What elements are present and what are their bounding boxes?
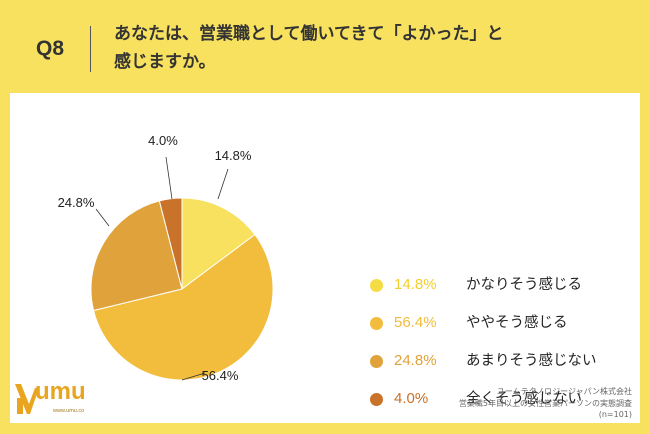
- legend-swatch: [370, 317, 383, 330]
- pie-slice: [181, 197, 256, 290]
- source-line-1: ユームテクノロジージャパン株式会社: [496, 387, 632, 396]
- header-divider: [90, 26, 91, 72]
- pie-slice: [158, 197, 183, 290]
- legend-swatch: [370, 279, 383, 292]
- umu-logo: umu www.umu.co: [15, 378, 95, 428]
- legend-percent: 4.0%: [394, 390, 429, 407]
- question-number: Q8: [36, 37, 65, 60]
- pie-chart: 14.8% 56.4% 24.8% 4.0%: [58, 133, 274, 383]
- logo-url: www.umu.co: [53, 408, 85, 414]
- legend-label: かなりそう感じる: [466, 277, 582, 293]
- source-line-3: (n=101): [598, 410, 632, 419]
- legend-swatch: [370, 393, 383, 406]
- data-label: 56.4%: [202, 368, 239, 383]
- logo-mark-icon: [15, 384, 39, 414]
- leader-line: [165, 156, 173, 200]
- header: Q8 あなたは、営業職として働いてきて「よかった」と 感じますか。: [0, 0, 650, 92]
- data-label: 14.8%: [215, 148, 252, 163]
- question-line-2: 感じますか。: [114, 52, 216, 72]
- logo-text: umu: [35, 378, 86, 405]
- data-label: 24.8%: [58, 195, 95, 210]
- leader-line: [217, 168, 229, 200]
- source-line-2: 営業職5年目以上の女性営業パーソンの実態調査: [458, 398, 632, 408]
- legend-label: 全くそう感じない: [466, 391, 582, 407]
- legend-percent: 14.8%: [394, 276, 437, 293]
- legend-percent: 24.8%: [394, 352, 437, 369]
- question-line-1: あなたは、営業職として働いてきて「よかった」と: [114, 24, 504, 44]
- legend-swatch: [370, 355, 383, 368]
- pie-slice: [90, 200, 183, 312]
- source-note: ユームテクノロジージャパン株式会社 営業職5年目以上の女性営業パーソンの実態調査…: [459, 386, 632, 421]
- data-label: 4.0%: [148, 133, 178, 148]
- question-text: あなたは、営業職として働いてきて「よかった」と 感じますか。: [114, 20, 634, 76]
- chart-panel: 14.8% 56.4% 24.8% 4.0% 14.8% かなりそう感じる 56.4% やや…: [10, 93, 640, 423]
- legend-percent: 56.4%: [394, 314, 437, 331]
- pie-slice: [92, 233, 274, 381]
- legend-label: ややそう感じる: [466, 315, 568, 331]
- leader-line: [95, 208, 110, 227]
- legend-label: あまりそう感じない: [466, 353, 597, 369]
- leader-line: [181, 372, 206, 381]
